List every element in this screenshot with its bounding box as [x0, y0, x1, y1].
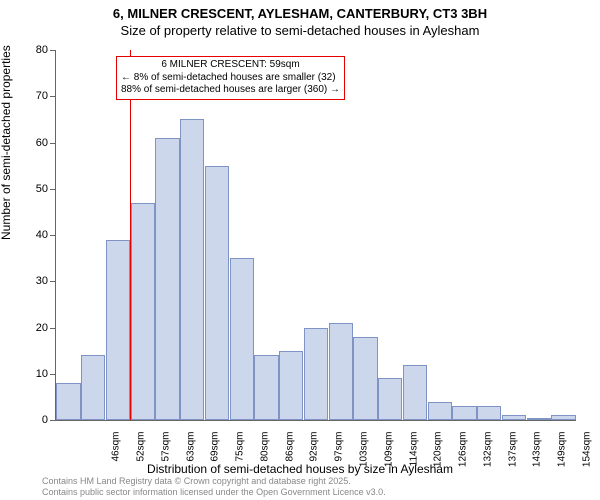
- y-tick-label: 20: [36, 322, 48, 334]
- y-tick-label: 70: [36, 90, 48, 102]
- histogram-bar: [428, 402, 452, 421]
- chart-subtitle: Size of property relative to semi-detach…: [0, 21, 600, 38]
- y-tick-label: 80: [36, 44, 48, 56]
- histogram-bar: [452, 406, 476, 420]
- annotation-line: 6 MILNER CRESCENT: 59sqm: [121, 59, 340, 72]
- histogram-bar: [378, 378, 402, 420]
- annotation-line: ← 8% of semi-detached houses are smaller…: [121, 72, 340, 85]
- histogram-bar: [403, 365, 427, 421]
- x-axis-label: Distribution of semi-detached houses by …: [0, 462, 600, 476]
- chart-container: 6, MILNER CRESCENT, AYLESHAM, CANTERBURY…: [0, 0, 600, 500]
- histogram-bar: [106, 240, 130, 420]
- histogram-bar: [551, 415, 575, 420]
- footer-line-1: Contains HM Land Registry data © Crown c…: [42, 476, 386, 487]
- histogram-bar: [230, 258, 254, 420]
- y-tick-label: 0: [42, 414, 48, 426]
- y-tick-label: 40: [36, 229, 48, 241]
- histogram-bar: [81, 355, 105, 420]
- y-tick: [50, 96, 56, 97]
- reference-line: [130, 50, 131, 420]
- annotation-line: 88% of semi-detached houses are larger (…: [121, 84, 340, 97]
- histogram-bar: [304, 328, 328, 421]
- y-tick-label: 50: [36, 183, 48, 195]
- y-tick-label: 10: [36, 368, 48, 380]
- histogram-bar: [279, 351, 303, 420]
- y-tick: [50, 328, 56, 329]
- histogram-bar: [205, 166, 229, 420]
- histogram-bar: [56, 383, 80, 420]
- footer-line-2: Contains public sector information licen…: [42, 487, 386, 498]
- y-tick-label: 60: [36, 137, 48, 149]
- histogram-bar: [477, 406, 501, 420]
- y-tick: [50, 143, 56, 144]
- y-tick: [50, 50, 56, 51]
- histogram-bar: [131, 203, 155, 420]
- histogram-bar: [155, 138, 179, 420]
- y-tick: [50, 189, 56, 190]
- histogram-bar: [353, 337, 377, 420]
- y-tick: [50, 235, 56, 236]
- chart-title: 6, MILNER CRESCENT, AYLESHAM, CANTERBURY…: [0, 0, 600, 21]
- y-tick: [50, 420, 56, 421]
- plot-area: 0102030405060708046sqm52sqm57sqm63sqm69s…: [55, 50, 576, 421]
- annotation-box: 6 MILNER CRESCENT: 59sqm← 8% of semi-det…: [116, 56, 345, 100]
- y-axis-label: Number of semi-detached properties: [0, 45, 13, 240]
- histogram-bar: [502, 415, 526, 420]
- histogram-bar: [527, 418, 551, 420]
- y-tick-label: 30: [36, 275, 48, 287]
- y-tick: [50, 281, 56, 282]
- y-tick: [50, 374, 56, 375]
- histogram-bar: [180, 119, 204, 420]
- histogram-bar: [254, 355, 278, 420]
- histogram-bar: [329, 323, 353, 420]
- footer-attribution: Contains HM Land Registry data © Crown c…: [42, 476, 386, 498]
